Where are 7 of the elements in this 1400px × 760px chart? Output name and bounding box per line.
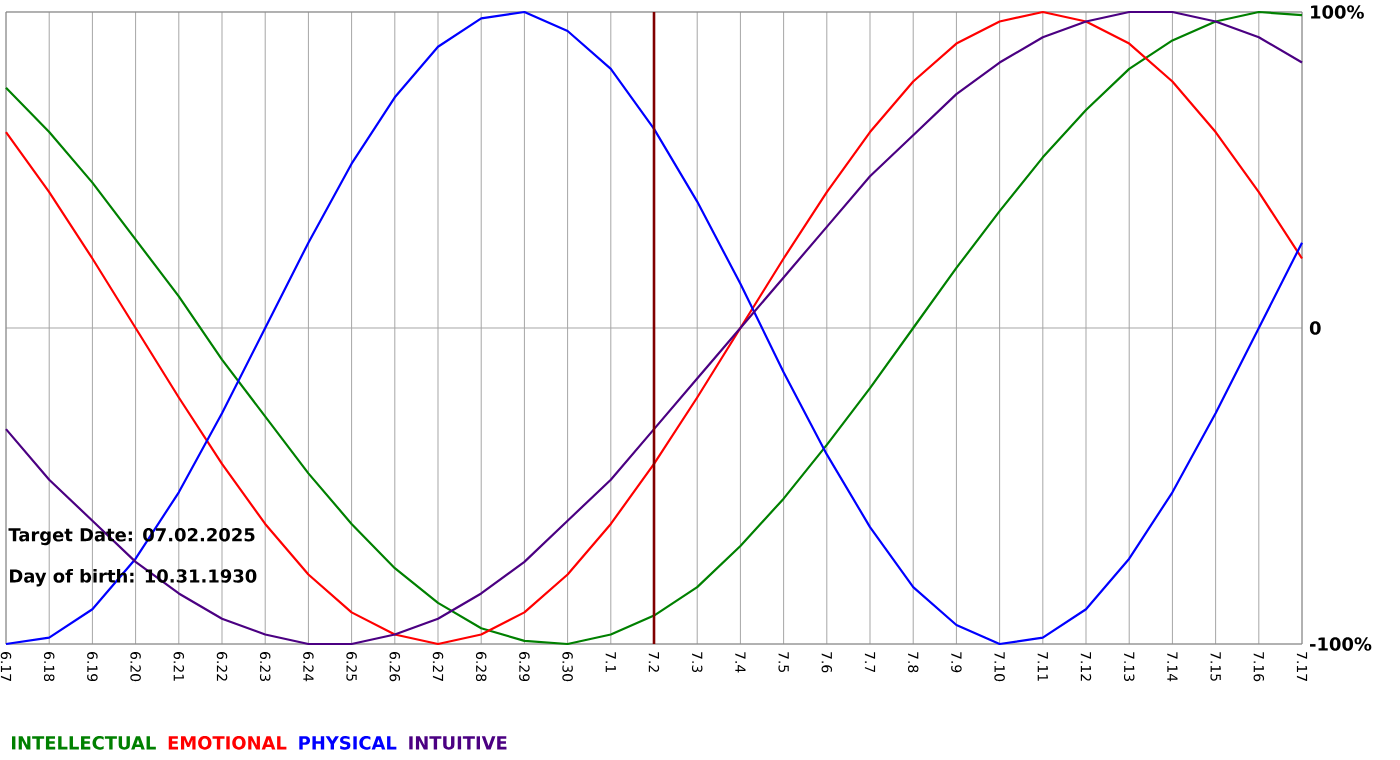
text: INTELLECTUAL — [12, 736, 156, 750]
y-tick-label: -100% — [1310, 637, 1372, 651]
text: PHYSICAL — [299, 736, 397, 750]
text: EMOTIONAL — [168, 736, 287, 750]
y-tick-label: 100% — [1311, 5, 1364, 19]
text: INTUITIVE — [409, 736, 507, 750]
y-tick-label: 0 — [1309, 321, 1321, 335]
